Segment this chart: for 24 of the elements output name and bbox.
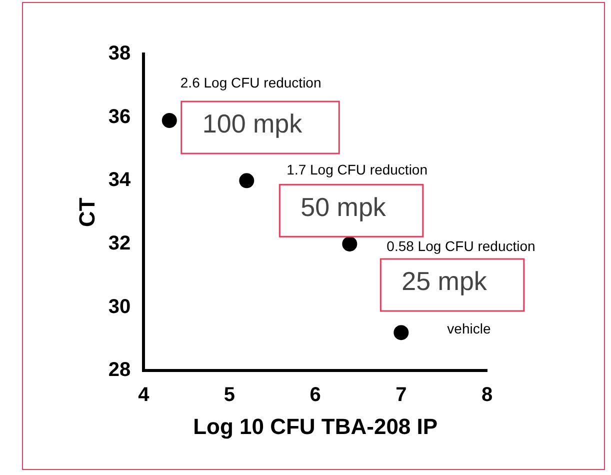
y-tick-label: 30	[108, 296, 131, 318]
y-axis-title: CT	[74, 197, 100, 227]
point	[342, 236, 358, 252]
x-tick-label: 4	[138, 384, 150, 406]
annotation: vehicle	[447, 320, 491, 336]
y-tick-label: 36	[108, 106, 131, 128]
annotation: 25 mpk	[402, 266, 488, 296]
x-tick-label: 6	[310, 384, 321, 406]
y-tick-label: 38	[108, 42, 131, 65]
x-tick-label: 7	[396, 384, 407, 406]
y-tick-label: 32	[108, 232, 131, 254]
point	[239, 173, 254, 188]
annotation: 1.7 Log CFU reduction	[286, 162, 428, 178]
x-tick-label: 8	[481, 384, 493, 406]
annotation: 0.58 Log CFU reduction	[386, 238, 536, 254]
x-tick-label: 5	[224, 384, 236, 406]
y-tick-label: 34	[108, 169, 132, 192]
x-axis-title: Log 10 CFU TBA-208 IP	[193, 414, 438, 439]
point	[162, 112, 177, 128]
y-tick-label: 28	[108, 359, 131, 382]
point	[394, 325, 409, 340]
annotation: 2.6 Log CFU reduction	[180, 74, 322, 90]
annotation: 100 mpk	[202, 108, 304, 139]
annotation: 50 mpk	[300, 192, 387, 222]
